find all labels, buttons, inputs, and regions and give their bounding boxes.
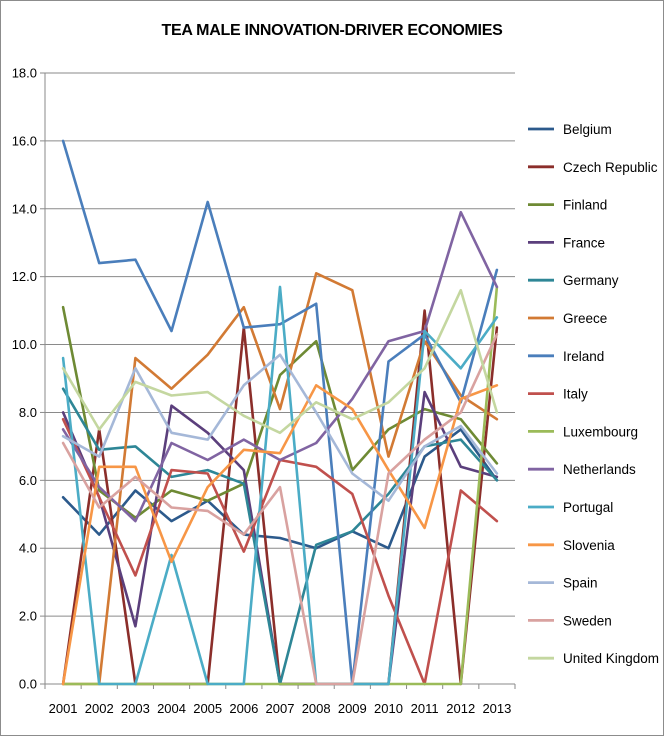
x-tick-label: 2010 [374,701,403,716]
series-line-belgium [61,428,499,550]
x-tick-label: 2008 [302,701,331,716]
legend-label: Portugal [563,500,613,515]
legend-item-slovenia: Slovenia [528,538,615,553]
legend-item-czech-republic: Czech Republic [528,160,658,175]
legend-label: Greece [563,311,607,326]
x-axis: 2001 2002 2003 2004 2005 2006 2007 2008 2009 2010… [44,683,516,716]
legend: Belgium Czech Republic Finland France German… [528,122,659,666]
legend-label: Belgium [563,122,612,137]
legend-label: Slovenia [563,538,615,553]
x-tick-label: 2003 [121,701,150,716]
series-line-finland [61,305,499,520]
legend-label: United Kingdom [563,651,659,666]
y-tick-label: 8.0 [19,405,37,420]
legend-item-netherlands: Netherlands [528,462,636,477]
x-tick-label: 2002 [85,701,114,716]
legend-label: Italy [563,387,588,402]
legend-item-spain: Spain [528,576,598,591]
x-tick-label: 2006 [229,701,258,716]
series-line-sweden [61,333,499,686]
series-line-portugal [61,285,499,686]
series-line-spain [61,353,499,503]
series-line-slovenia [61,383,499,686]
x-tick-label: 2004 [157,701,186,716]
legend-item-luxembourg: Luxembourg [528,424,638,439]
y-axis: 0.0 2.0 4.0 6.0 8.0 10.0 12.0 14.0 16.0 18.0 [12,66,46,692]
y-tick-label: 0.0 [19,677,37,692]
x-tick-label: 2007 [266,701,295,716]
x-tick-label: 2011 [411,701,439,716]
legend-label: Germany [563,273,619,288]
legend-item-portugal: Portugal [528,500,613,515]
legend-item-italy: Italy [528,387,588,402]
legend-label: Netherlands [563,462,636,477]
legend-label: Finland [563,198,607,213]
y-tick-label: 2.0 [19,609,37,624]
y-tick-label: 6.0 [19,473,37,488]
y-tick-label: 12.0 [12,269,37,284]
y-tick-label: 4.0 [19,541,37,556]
legend-item-france: France [528,235,605,250]
legend-item-sweden: Sweden [528,613,612,628]
legend-item-belgium: Belgium [528,122,612,137]
legend-label: Czech Republic [563,160,658,175]
series-lines [61,139,499,686]
legend-item-finland: Finland [528,198,607,213]
series-line-netherlands [61,210,499,523]
x-tick-label: 2005 [193,701,222,716]
x-tick-label: 2009 [338,701,367,716]
x-tick-label: 2001 [49,701,78,716]
legend-label: Sweden [563,613,612,628]
legend-item-united-kingdom: United Kingdom [528,651,659,666]
x-tick-label: 2012 [446,701,475,716]
legend-item-greece: Greece [528,311,607,326]
y-tick-label: 10.0 [12,337,37,352]
legend-label: Ireland [563,349,604,364]
legend-item-germany: Germany [528,273,619,288]
series-line-greece [61,271,499,686]
legend-label: France [563,235,605,250]
series-line-united-kingdom [61,288,499,435]
y-tick-label: 16.0 [12,133,37,148]
y-tick-label: 18.0 [12,66,37,81]
chart-title: TEA MALE INNOVATION-DRIVER ECONOMIES [161,22,503,39]
y-tick-label: 14.0 [12,201,37,216]
legend-label: Spain [563,576,598,591]
x-tick-label: 2013 [482,701,511,716]
legend-item-ireland: Ireland [528,349,604,364]
legend-label: Luxembourg [563,424,638,439]
